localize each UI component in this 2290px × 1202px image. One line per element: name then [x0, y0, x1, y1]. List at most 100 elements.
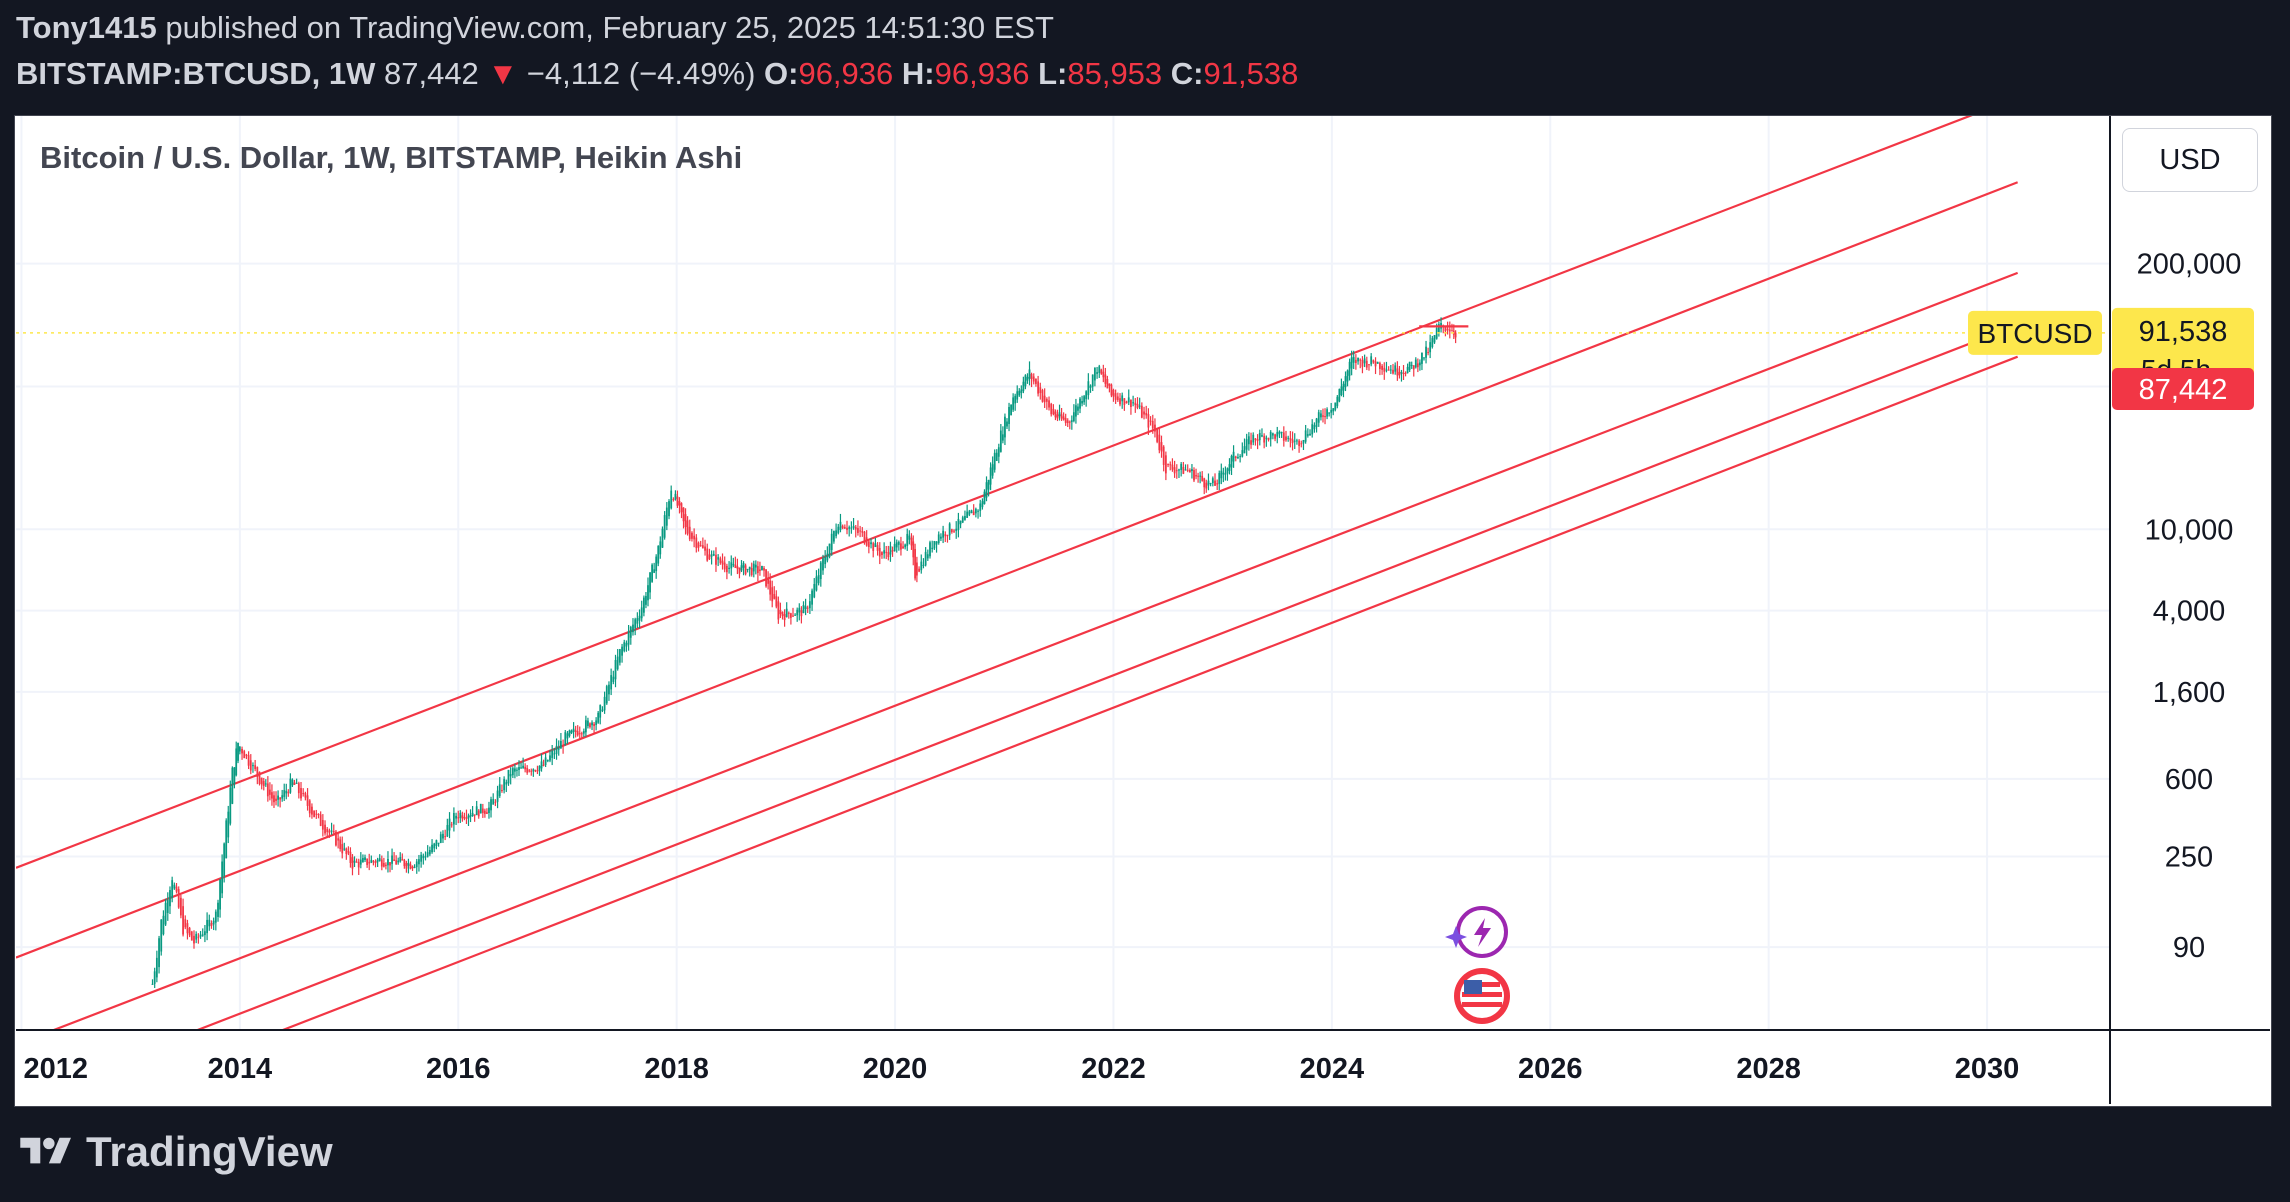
x-tick-label: 2016	[426, 1053, 491, 1085]
candle	[204, 924, 206, 943]
candle	[781, 611, 784, 620]
candle	[1098, 364, 1101, 378]
candle	[1258, 429, 1261, 446]
candle	[857, 520, 859, 536]
candle	[1205, 479, 1208, 493]
candle	[420, 851, 423, 868]
candle	[1315, 417, 1318, 433]
candle	[904, 543, 907, 550]
channel-3[interactable]	[16, 271, 2019, 1045]
channel-2[interactable]	[16, 181, 2019, 959]
candle	[649, 572, 651, 600]
candle	[1338, 388, 1341, 403]
candle	[526, 765, 529, 775]
candle	[1085, 390, 1088, 407]
candle	[1387, 366, 1390, 371]
candle	[920, 554, 923, 574]
us-flag-icon[interactable]	[1454, 968, 1510, 1024]
candle	[601, 706, 604, 713]
candle	[1014, 393, 1017, 411]
candle	[426, 845, 429, 858]
candle	[518, 760, 520, 776]
channel-1[interactable]	[16, 98, 2018, 869]
candle	[1102, 364, 1105, 383]
candle	[214, 909, 217, 931]
candle	[1207, 473, 1210, 491]
footer-brand[interactable]: TradingView	[16, 1128, 333, 1176]
candle	[761, 565, 763, 571]
candle	[922, 558, 925, 569]
candle	[568, 729, 571, 738]
x-tick-label: 2012	[23, 1053, 88, 1085]
candle	[469, 809, 472, 823]
candle	[1451, 323, 1453, 332]
candle	[1433, 335, 1436, 344]
candle	[771, 580, 774, 608]
candle	[1302, 439, 1305, 450]
candle	[1408, 361, 1411, 373]
publisher-name[interactable]: Tony1415	[16, 10, 157, 45]
candle	[897, 540, 900, 551]
candle	[1368, 364, 1370, 371]
candle	[461, 811, 464, 822]
candle	[576, 725, 579, 737]
candle	[752, 560, 755, 578]
high-label: H:	[901, 56, 935, 91]
last-price-badge-text: 87,442	[2139, 374, 2228, 406]
candle	[328, 828, 331, 838]
candle	[1239, 454, 1242, 463]
candle	[175, 882, 178, 894]
candle	[808, 594, 811, 615]
symbol-label[interactable]: BITSTAMP:BTCUSD, 1W	[16, 56, 376, 91]
candle	[245, 753, 248, 760]
currency-button[interactable]: USD	[2122, 128, 2258, 192]
candle	[623, 639, 626, 653]
candle	[682, 507, 685, 529]
candle	[362, 854, 364, 863]
candle	[197, 933, 200, 944]
candle	[1127, 389, 1130, 406]
channel-5[interactable]	[16, 355, 2019, 1134]
candle	[1222, 467, 1225, 483]
candle	[387, 851, 389, 873]
symbol-badge[interactable]: BTCUSD	[1968, 310, 2102, 355]
candle	[655, 554, 658, 579]
candle	[1209, 482, 1212, 487]
candle	[1322, 408, 1324, 423]
last-price-badge[interactable]: 87,442	[2112, 368, 2254, 410]
candle	[1022, 376, 1025, 394]
candle	[164, 898, 167, 926]
candle	[293, 779, 296, 786]
candle	[1062, 412, 1065, 421]
candle	[918, 566, 920, 573]
candle	[854, 525, 857, 538]
candle	[536, 765, 539, 775]
candle	[1370, 353, 1373, 367]
candle	[1203, 477, 1206, 495]
candle	[1093, 367, 1096, 387]
lightning-icon[interactable]	[1445, 906, 1508, 958]
candle	[544, 753, 547, 768]
candle	[219, 878, 221, 918]
candle	[1311, 419, 1314, 438]
candle	[1276, 426, 1279, 444]
candle	[837, 523, 840, 535]
candle	[759, 561, 761, 576]
candle	[193, 930, 195, 949]
candle	[291, 778, 294, 787]
candle	[865, 530, 868, 547]
price-change: −4,112 (−4.49%)	[526, 56, 756, 91]
candle	[1245, 433, 1248, 456]
candle	[1043, 388, 1046, 408]
candle	[582, 728, 585, 738]
channel-4[interactable]	[16, 324, 2019, 1100]
candle	[442, 830, 444, 843]
candle	[995, 449, 998, 462]
candle	[1218, 470, 1221, 491]
candle	[1108, 383, 1111, 393]
candle	[1136, 397, 1139, 410]
candle	[225, 818, 228, 859]
candle	[983, 489, 986, 505]
candle	[439, 831, 442, 844]
